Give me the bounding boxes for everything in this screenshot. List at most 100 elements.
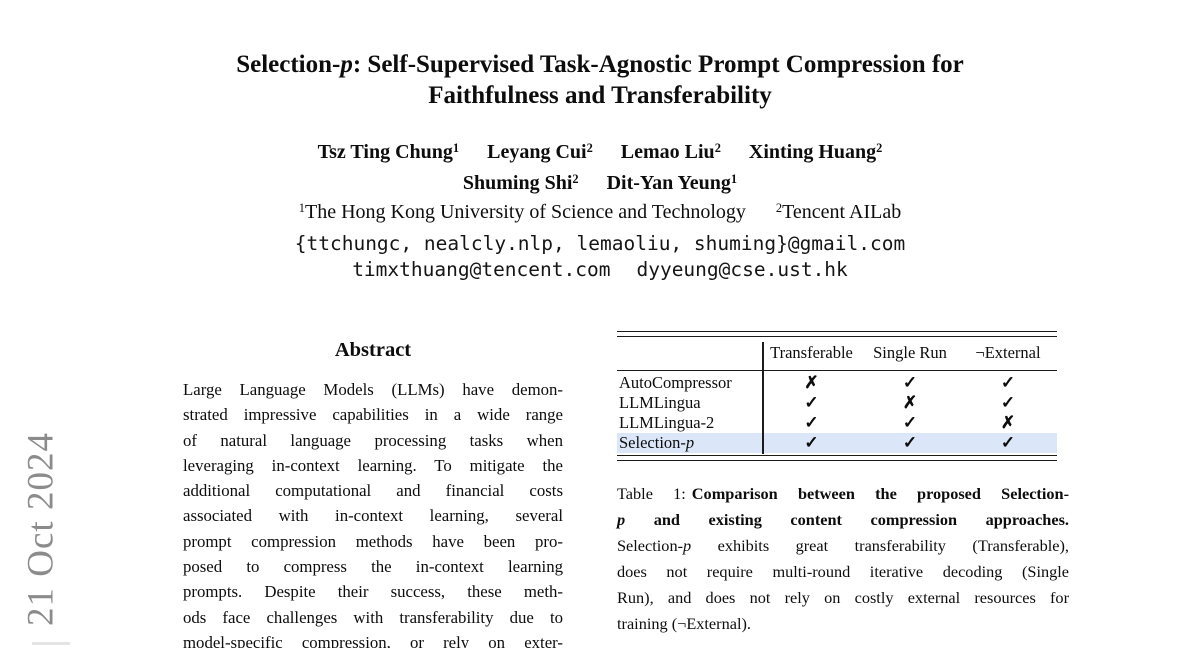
caption-label: Table 1: — [617, 484, 686, 503]
table-mark: ✓ — [1000, 373, 1016, 392]
affiliation-mark: 1 — [298, 201, 305, 216]
table-row: LLMLingua-2 ✓ ✓ ✗ — [617, 413, 1057, 433]
table-caption: Table 1: Comparison between the proposed … — [617, 481, 1069, 637]
caption-line: p and existing content compression appro… — [617, 507, 1069, 533]
abstract-line: associated with in-context learning, sev… — [183, 506, 563, 526]
affiliation-1: 1The Hong Kong University of Science and… — [299, 201, 746, 223]
caption-text: Selection- — [617, 536, 684, 555]
author: Tsz Ting Chung1 — [318, 141, 459, 163]
caption-line: Run), and does not rely on costly extern… — [617, 588, 1069, 607]
paper-title-line2: Faithfulness and Transferability — [428, 82, 772, 109]
author: Leyang Cui2 — [487, 141, 593, 163]
author: Lemao Liu2 — [621, 141, 721, 163]
author-name: Lemao Liu — [620, 141, 715, 163]
table-mark: ✓ — [902, 413, 918, 432]
caption-line: Table 1: Comparison between the proposed … — [617, 481, 1069, 507]
author-name: Leyang Cui — [487, 141, 587, 163]
affiliation-name: The Hong Kong University of Science and … — [304, 201, 746, 223]
table-mark: ✓ — [804, 413, 819, 432]
caption-line: Selection-p exhibits great transferabili… — [617, 533, 1069, 559]
author-list: Tsz Ting Chung1 Leyang Cui2 Lemao Liu2 Xint… — [100, 138, 1100, 200]
author-affiliation-mark: 2 — [714, 141, 721, 156]
table-mark: ✗ — [804, 373, 819, 392]
abstract-line: of natural language processing tasks whe… — [183, 430, 563, 450]
table-mark: ✗ — [1000, 413, 1016, 432]
author: Xinting Huang2 — [749, 141, 882, 163]
caption-line: training (¬External). — [617, 614, 751, 633]
table-column-header: ¬External — [975, 343, 1041, 362]
caption-italic-p: p — [683, 536, 692, 555]
email-line-1: {ttchungc, nealcly.nlp, lemaoliu, shumin… — [294, 232, 906, 255]
table-mark: ✗ — [902, 393, 918, 412]
table-mark: ✓ — [1000, 433, 1016, 452]
table-bottom-rule — [617, 455, 1057, 461]
caption-bold-italic-p: p — [617, 510, 626, 529]
abstract-line: prompts. Despite their success, these me… — [183, 582, 563, 602]
affiliation-mark: 2 — [775, 201, 783, 216]
table-mark: ✓ — [1000, 393, 1016, 412]
abstract-line: strated impressive capabilities in a wid… — [183, 405, 563, 425]
author-affiliation-mark: 2 — [876, 141, 883, 156]
author-affiliation-mark: 2 — [586, 141, 593, 156]
abstract-line: prompt compression methods have been pro… — [183, 531, 563, 551]
table-rows: AutoCompressor ✗ ✓ ✓ LLMLingua ✓ ✗ ✓ LLM… — [617, 371, 1057, 455]
author-name: Tsz Ting Chung — [317, 141, 453, 163]
method-name: Selection-p — [617, 433, 762, 453]
abstract-line: posed to compress the in-context learnin… — [183, 557, 563, 577]
table-mark: ✓ — [902, 373, 918, 392]
abstract-body: Large Language Models (LLMs) have demon-… — [183, 377, 563, 648]
table-row-highlighted: Selection-p ✓ ✓ ✓ — [617, 433, 1057, 453]
abstract-line: additional computational and financial c… — [183, 481, 563, 501]
table-row: AutoCompressor ✗ ✓ ✓ — [617, 373, 1057, 393]
affiliation-2: 2Tencent AILab — [776, 201, 901, 223]
method-name: LLMLingua-2 — [619, 413, 715, 432]
author-name: Shuming Shi — [462, 172, 573, 194]
table-body: Transferable Single Run ¬External AutoCo… — [617, 337, 1057, 455]
table-mark: ✓ — [804, 393, 819, 412]
method-name-text: Selection- — [619, 433, 686, 452]
abstract-heading: Abstract — [334, 339, 412, 361]
abstract-line: ods face challenges with transferability… — [183, 607, 563, 627]
affiliation-line: 1The Hong Kong University of Science and… — [100, 199, 1100, 227]
abstract-line: model-specific compression, or rely on e… — [183, 632, 563, 648]
author-name: Dit-Yan Yeung — [606, 172, 731, 194]
table-mark: ✓ — [804, 433, 819, 452]
paper-title: Selection-p: Self-Supervised Task-Agnost… — [100, 49, 1100, 111]
email-address: dyyeung@cse.ust.hk — [636, 258, 848, 281]
email-line-2: timxthuang@tencent.com dyyeung@cse.ust.hk — [100, 257, 1100, 282]
email-address: timxthuang@tencent.com — [352, 258, 611, 281]
caption-line: does not require multi-round iterative d… — [617, 562, 1069, 581]
author-affiliation-mark: 1 — [730, 172, 738, 187]
caption-bold-text: Comparison between the proposed Selectio… — [691, 484, 1069, 503]
abstract-line: Large Language Models (LLMs) have demon- — [183, 380, 563, 399]
author-row-1: Tsz Ting Chung1 Leyang Cui2 Lemao Liu2 Xint… — [100, 138, 1100, 169]
table-header-row: Transferable Single Run ¬External — [617, 337, 1057, 371]
arxiv-watermark-cutoff-fragment — [32, 642, 70, 645]
author-name: Xinting Huang — [748, 141, 877, 163]
table-top-rule — [617, 331, 1057, 337]
author-affiliation-mark: 2 — [572, 172, 579, 187]
affiliation-name: Tencent AILab — [782, 201, 902, 223]
table-row: LLMLingua ✓ ✗ ✓ — [617, 393, 1057, 413]
method-name: AutoCompressor — [619, 373, 732, 392]
abstract-line: leveraging in-context learning. To mitig… — [183, 455, 563, 475]
caption-bold-text: and existing content compression approac… — [625, 510, 1069, 529]
table-column-header: Transferable — [770, 343, 853, 362]
method-name: LLMLingua — [619, 393, 701, 412]
table-column-header: Single Run — [873, 343, 947, 362]
table-vertical-rule — [762, 342, 764, 454]
title-italic-p: p — [340, 51, 353, 78]
author-row-2: Shuming Shi2 Dit-Yan Yeung1 — [100, 169, 1100, 200]
method-name-italic-p: p — [685, 433, 695, 452]
author: Dit-Yan Yeung1 — [607, 172, 737, 194]
title-text: Selection- — [236, 51, 341, 78]
author-affiliation-mark: 1 — [452, 141, 460, 156]
author: Shuming Shi2 — [463, 172, 579, 194]
table-header-empty-cell — [617, 343, 762, 363]
comparison-table: Transferable Single Run ¬External AutoCo… — [617, 331, 1057, 461]
arxiv-date-watermark: 21 Oct 2024 — [20, 432, 62, 626]
table-mark: ✓ — [902, 433, 918, 452]
paper-title-line1: Selection-p: Self-Supervised Task-Agnost… — [100, 49, 1100, 80]
title-text: : Self-Supervised Task-Agnostic Prompt C… — [352, 51, 964, 78]
